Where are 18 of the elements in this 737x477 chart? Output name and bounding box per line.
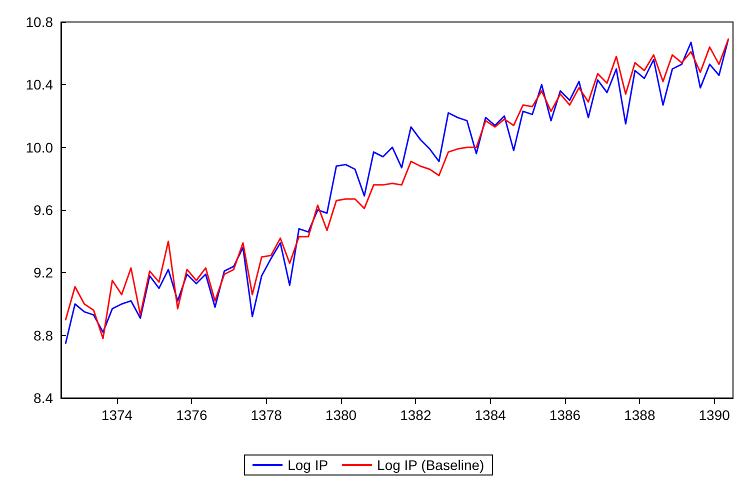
y-tick-label: 8.8 <box>34 327 54 344</box>
legend-label: Log IP <box>288 457 328 473</box>
x-tick-label: 1384 <box>474 407 506 423</box>
x-tick-label: 1380 <box>325 407 357 423</box>
y-tick-label: 8.4 <box>34 390 54 406</box>
y-tick-label: 10.0 <box>26 139 54 156</box>
x-tick-label: 1386 <box>549 407 581 423</box>
x-tick-label: 1388 <box>624 407 656 423</box>
x-tick-label: 1374 <box>101 407 133 423</box>
x-tick-label: 1378 <box>250 407 282 423</box>
y-tick-label: 10.4 <box>26 76 54 93</box>
x-tick-label: 1376 <box>176 407 208 423</box>
x-tick-label: 1390 <box>698 407 730 423</box>
y-tick-label: 9.6 <box>34 202 54 218</box>
x-tick-label: 1382 <box>400 407 432 423</box>
y-tick-label: 10.8 <box>26 14 54 30</box>
legend-label: Log IP (Baseline) <box>377 457 484 473</box>
y-tick-label: 9.2 <box>34 264 54 281</box>
